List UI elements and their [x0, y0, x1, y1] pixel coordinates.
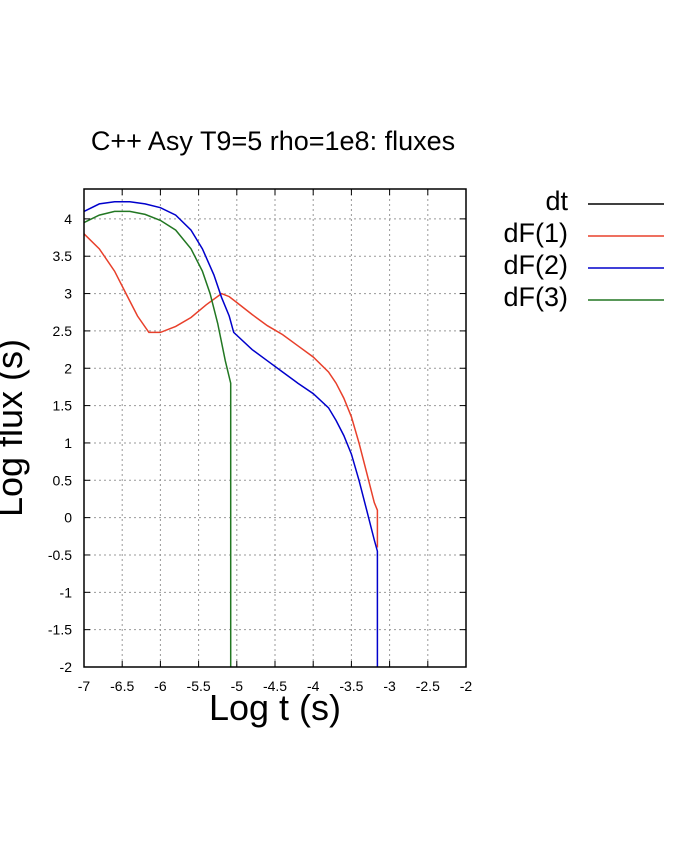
legend-label: dF(3) — [503, 282, 568, 312]
tick-labels: -7 -6.5 -6 -5.5 -5 -4.5 -4 -3.5 -3 -2.5 -2 -2 -1.5 -1… — [48, 211, 473, 694]
series-line-dF(1) — [83, 233, 379, 548]
legend-label: dF(1) — [503, 218, 568, 248]
y-tick-label: 2.5 — [53, 323, 73, 339]
x-tick-label: -3.5 — [339, 678, 363, 694]
chart-title: C++ Asy T9=5 rho=1e8: fluxes — [91, 126, 455, 156]
series-layer — [83, 200, 379, 667]
legend-label: dF(2) — [503, 250, 568, 280]
x-tick-label: -5.5 — [187, 678, 211, 694]
y-tick-label: -1.5 — [48, 622, 72, 638]
y-tick-label: 4 — [64, 211, 72, 227]
y-tick-label: -1 — [60, 584, 73, 600]
x-tick-label: -2.5 — [416, 678, 440, 694]
y-tick-label: 1 — [64, 435, 72, 451]
y-tick-label: 3.5 — [53, 248, 73, 264]
y-tick-label: 0 — [64, 510, 72, 526]
x-tick-label: -7 — [78, 678, 91, 694]
ticks — [83, 189, 467, 668]
x-tick-label: -4.5 — [263, 678, 287, 694]
y-axis-label: Log flux (s) — [0, 339, 30, 517]
legend-label: dt — [545, 186, 568, 216]
x-axis-label: Log t (s) — [209, 687, 341, 728]
y-tick-label: 2 — [64, 360, 72, 376]
grid — [83, 189, 467, 668]
y-tick-label: 1.5 — [53, 398, 73, 414]
y-tick-label: 0.5 — [53, 472, 73, 488]
x-tick-label: -6.5 — [110, 678, 134, 694]
x-tick-label: -5 — [231, 678, 244, 694]
series-line-dF(3) — [83, 210, 232, 667]
x-tick-label: -4 — [307, 678, 320, 694]
y-tick-label: 3 — [64, 286, 72, 302]
y-tick-label: -2 — [60, 659, 73, 675]
x-tick-label: -6 — [154, 678, 167, 694]
x-tick-label: -3 — [383, 678, 396, 694]
y-tick-label: -0.5 — [48, 547, 72, 563]
series-line-dF(2) — [83, 200, 379, 667]
x-tick-label: -2 — [460, 678, 473, 694]
